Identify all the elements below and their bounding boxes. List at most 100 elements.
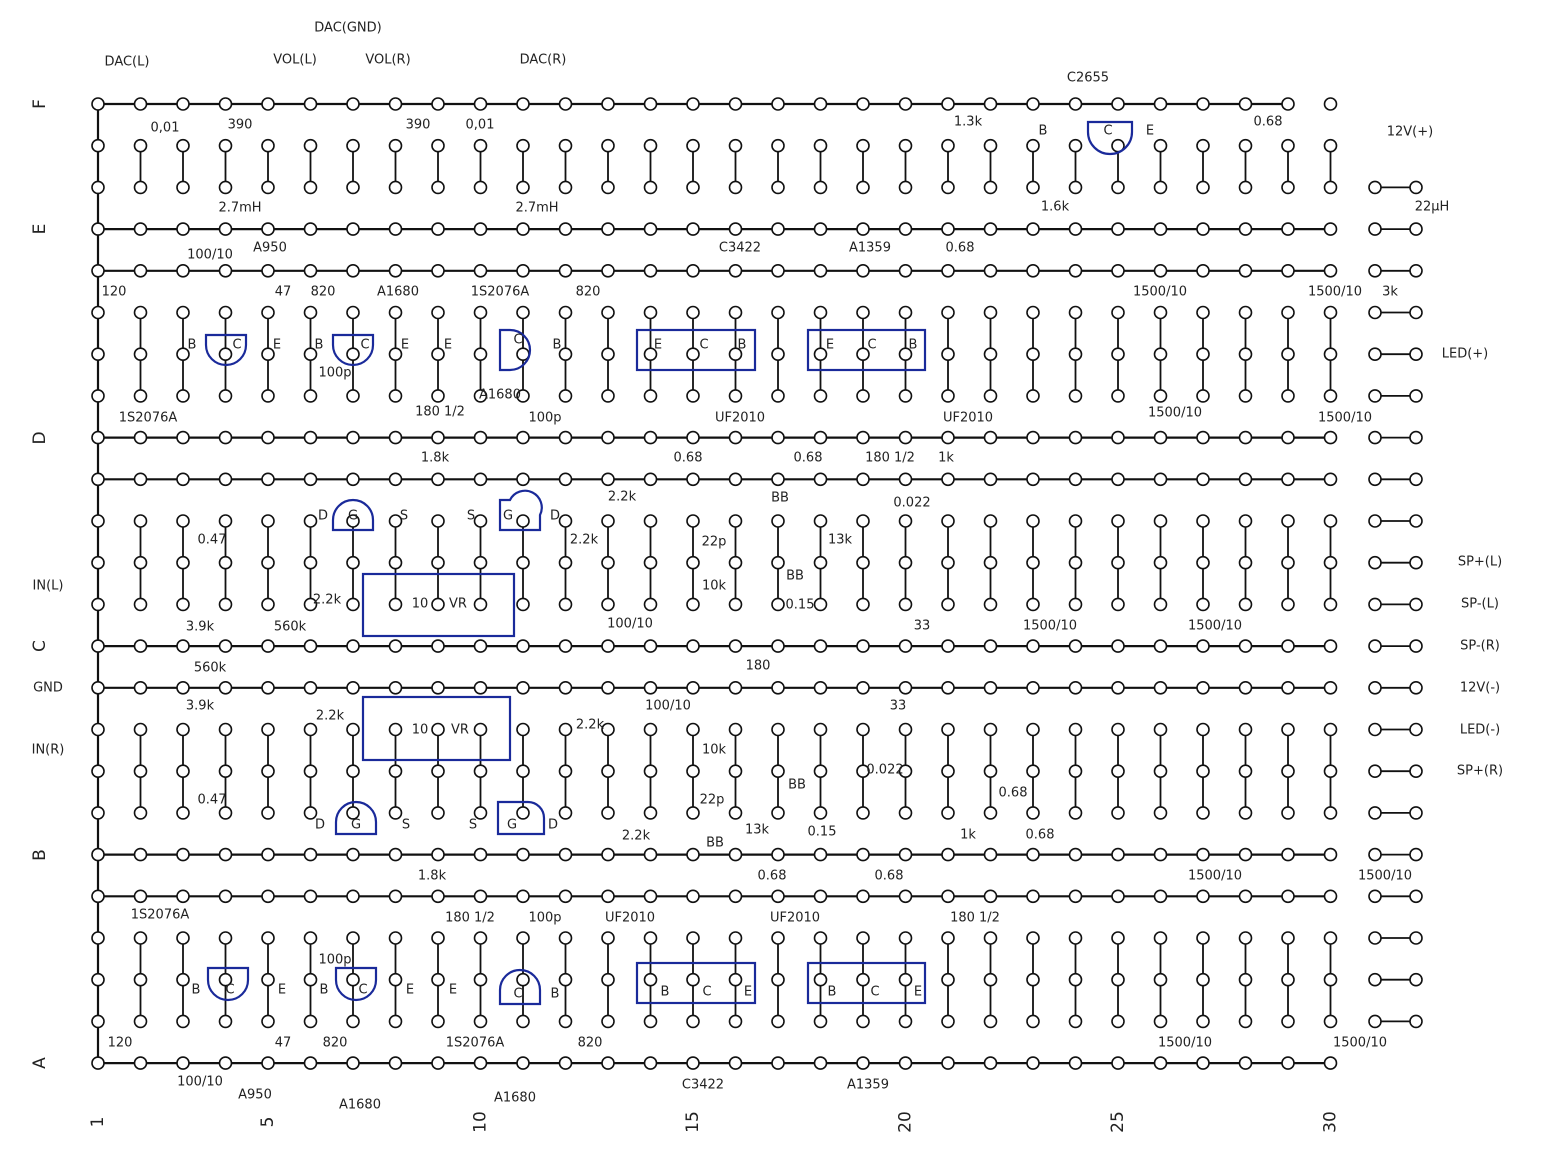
pad — [1323, 680, 1338, 695]
pad — [473, 1056, 488, 1070]
pad — [261, 1056, 275, 1070]
pad — [898, 889, 913, 904]
pad — [728, 305, 743, 320]
pad — [1409, 722, 1423, 737]
pad — [856, 847, 870, 862]
pad — [643, 806, 658, 820]
pad — [771, 138, 785, 153]
pad — [1111, 97, 1125, 111]
pad — [91, 389, 105, 403]
pad — [1026, 347, 1040, 362]
pad — [516, 222, 530, 236]
fet-outline — [496, 800, 546, 836]
pad — [898, 1014, 913, 1029]
pad — [388, 430, 403, 445]
pad — [1323, 514, 1338, 528]
pad — [176, 305, 190, 320]
pad — [1111, 472, 1125, 487]
component-label: UF2010 — [770, 911, 820, 926]
component-label: 1S2076A — [119, 411, 178, 426]
pad — [983, 972, 998, 987]
pad — [1026, 430, 1040, 445]
pad — [601, 847, 615, 862]
pad — [728, 138, 743, 153]
pad — [516, 430, 530, 445]
component-label: UF2010 — [715, 411, 765, 426]
pad — [516, 180, 530, 195]
component-label: 560k — [194, 661, 227, 676]
pad — [856, 180, 870, 195]
component-label: 0.022 — [893, 496, 930, 511]
pad — [1238, 389, 1253, 403]
pad — [388, 180, 403, 195]
pad — [1368, 430, 1382, 445]
pad — [133, 222, 148, 236]
pad — [91, 263, 105, 278]
pad — [261, 931, 275, 945]
component-label: 10 — [412, 597, 429, 612]
pad — [1323, 555, 1338, 570]
pad — [346, 97, 360, 111]
volume-box — [361, 695, 512, 762]
transistor-outline — [498, 968, 542, 1006]
pad — [91, 597, 105, 612]
pad — [1368, 639, 1382, 653]
pad — [431, 1056, 445, 1070]
pad — [1368, 597, 1382, 612]
pad — [91, 97, 105, 111]
pad — [346, 514, 360, 528]
pad — [1238, 889, 1253, 904]
pad — [983, 889, 998, 904]
pad — [91, 347, 105, 362]
pad — [473, 305, 488, 320]
pad — [1026, 263, 1040, 278]
component-label: G — [507, 818, 517, 833]
pad — [91, 180, 105, 195]
pad — [431, 764, 445, 779]
component-label: 100p — [318, 366, 351, 381]
pad — [473, 806, 488, 820]
pad — [431, 263, 445, 278]
pad — [941, 972, 955, 987]
pad — [1281, 263, 1295, 278]
pad — [1111, 931, 1125, 945]
pad — [686, 722, 700, 737]
pad — [1409, 555, 1423, 570]
pad — [643, 889, 658, 904]
column-number: 10 — [471, 1111, 491, 1133]
component-label: C — [870, 985, 879, 1000]
transistor-box — [635, 328, 757, 372]
pad — [176, 430, 190, 445]
pad — [516, 680, 530, 695]
pad — [1323, 263, 1338, 278]
pad — [983, 1014, 998, 1029]
pad — [516, 514, 530, 528]
pad — [1111, 222, 1125, 236]
pad — [1281, 806, 1295, 820]
pad — [346, 347, 360, 362]
pad — [1238, 555, 1253, 570]
pad — [473, 597, 488, 612]
pad — [303, 97, 318, 111]
pad — [388, 555, 403, 570]
pad — [91, 931, 105, 945]
pad — [1026, 555, 1040, 570]
pad — [686, 138, 700, 153]
pad — [771, 180, 785, 195]
pad — [1368, 722, 1382, 737]
pad — [558, 514, 573, 528]
pad — [473, 180, 488, 195]
pad — [176, 138, 190, 153]
pad — [1068, 1056, 1083, 1070]
pad — [1409, 680, 1423, 695]
component-label: VOL(L) — [273, 53, 317, 68]
pad — [261, 514, 275, 528]
pad — [898, 847, 913, 862]
component-label: 120 — [108, 1036, 133, 1051]
component-label: 1500/10 — [1333, 1036, 1387, 1051]
pad — [133, 722, 148, 737]
pad — [218, 138, 233, 153]
transistor-outline — [334, 966, 378, 1002]
pad — [1026, 722, 1040, 737]
component-label: S — [402, 818, 410, 833]
